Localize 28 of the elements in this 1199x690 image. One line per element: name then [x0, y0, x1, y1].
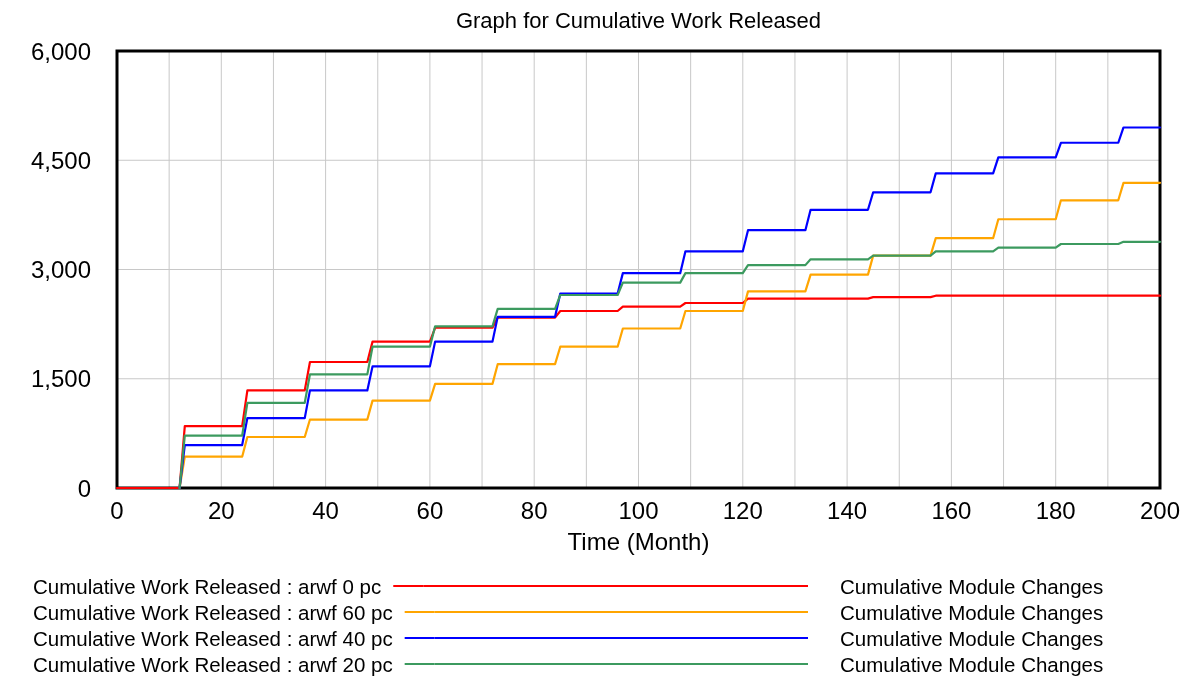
- y-tick-label: 4,500: [30, 146, 91, 174]
- x-tick-label: 100: [618, 496, 659, 524]
- y-tick-label: 1,500: [30, 365, 91, 393]
- x-tick-label: 80: [520, 496, 548, 524]
- x-tick-label: 0: [110, 496, 124, 524]
- y-tick-label: 0: [77, 474, 91, 502]
- text: Cumulative Module Changes: [840, 574, 1104, 598]
- x-tick-label: 200: [1139, 496, 1181, 524]
- text: Cumulative Module Changes: [840, 600, 1104, 624]
- x-tick-label: 160: [931, 496, 972, 524]
- x-tick-label: 40: [312, 496, 339, 524]
- legend-label: Cumulative Work Released : arwf 40 pc: [33, 626, 393, 650]
- line-series: [115, 294, 1162, 490]
- y-tick-label: 3,000: [30, 256, 91, 283]
- x-tick-label: 180: [1035, 496, 1076, 524]
- line-series: [178, 240, 1162, 490]
- x-tick-label: 60: [416, 496, 444, 524]
- x-tick-label: 120: [722, 496, 763, 524]
- text: Cumulative Module Changes: [840, 652, 1104, 676]
- legend-label: Cumulative Work Released : arwf 60 pc: [33, 600, 393, 624]
- chart-title: Graph for Cumulative Work Released: [455, 7, 822, 33]
- x-tick-label: 140: [827, 496, 868, 524]
- legend-label: Cumulative Work Released : arwf 20 pc: [33, 652, 393, 676]
- x-axis-title: Time (Month): [567, 527, 710, 555]
- y-tick-label: 6,000: [30, 37, 91, 65]
- x-tick-label: 20: [207, 496, 235, 524]
- text: Cumulative Module Changes: [840, 626, 1104, 650]
- legend-label: Cumulative Work Released : arwf 0 pc: [33, 574, 382, 598]
